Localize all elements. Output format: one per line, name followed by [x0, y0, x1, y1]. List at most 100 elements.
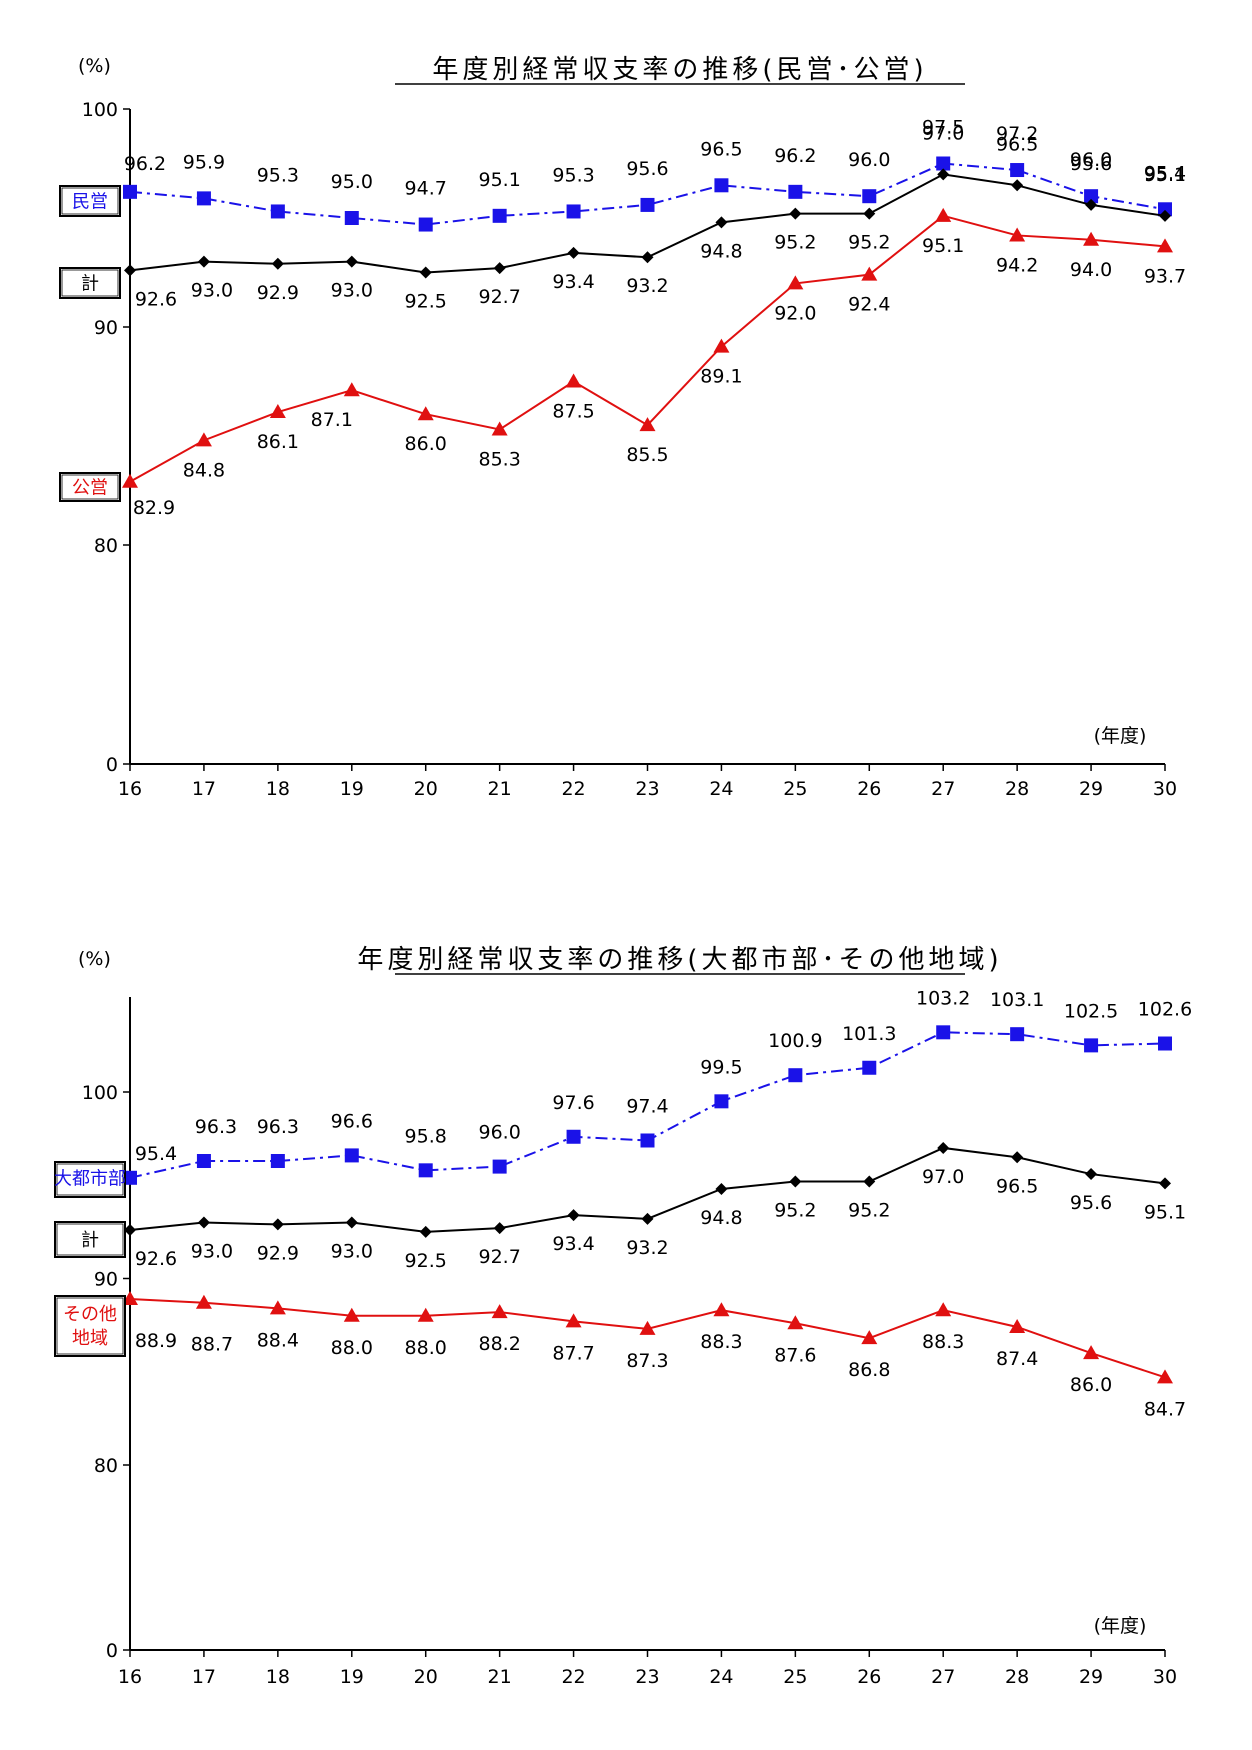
point-marker — [122, 473, 138, 488]
chart-title: 年度別経常収支率の推移(民営･公営) — [432, 55, 927, 85]
x-tick-label: 28 — [1005, 778, 1029, 800]
point-marker — [196, 1154, 211, 1169]
data-label: 100.9 — [768, 1030, 822, 1052]
label-box-frame — [54, 1221, 126, 1258]
point-marker — [567, 246, 580, 259]
point-marker — [491, 1304, 508, 1319]
data-label: 96.0 — [478, 1122, 520, 1144]
chart-title: 年度別経常収支率の推移(大都市部･その他地域) — [357, 945, 1002, 975]
point-marker — [345, 1216, 358, 1229]
series-label-box: 計 — [54, 1221, 126, 1258]
point-marker — [491, 421, 508, 436]
x-tick-label: 19 — [340, 778, 364, 800]
data-label: 95.1 — [1144, 1201, 1186, 1223]
x-tick-label: 21 — [488, 1666, 512, 1688]
data-label: 95.2 — [774, 232, 816, 254]
point-marker — [1011, 1151, 1024, 1164]
series-line — [129, 162, 1166, 226]
data-label: 97.6 — [552, 1092, 594, 1114]
point-marker — [197, 255, 210, 268]
x-tick-label: 20 — [414, 1666, 438, 1688]
data-label: 94.0 — [1070, 259, 1112, 281]
point-marker — [567, 1209, 580, 1222]
data-label: 86.8 — [848, 1359, 890, 1381]
data-label: 85.3 — [478, 448, 520, 470]
data-label: 92.5 — [405, 291, 447, 313]
y-tick-label: 100 — [82, 1082, 118, 1104]
point-marker — [1010, 163, 1025, 178]
x-tick-label: 25 — [783, 1666, 807, 1688]
data-label: 95.2 — [848, 1200, 890, 1222]
point-marker — [715, 216, 728, 229]
data-label: 88.9 — [135, 1330, 177, 1352]
point-marker — [787, 1315, 804, 1330]
y-tick-label: 80 — [94, 1455, 118, 1477]
data-label: 93.4 — [552, 1233, 594, 1255]
point-marker — [566, 1129, 581, 1144]
x-tick-label: 24 — [709, 1666, 733, 1688]
data-label: 95.6 — [1070, 1192, 1112, 1214]
x-tick-label: 20 — [414, 778, 438, 800]
series-name-line: その他 — [63, 1304, 117, 1325]
data-label: 94.8 — [700, 240, 742, 262]
x-tick-label: 23 — [635, 1666, 659, 1688]
data-label: 93.0 — [331, 1241, 373, 1263]
data-label: 103.2 — [916, 987, 970, 1009]
data-label: 87.4 — [996, 1348, 1038, 1370]
point-marker — [566, 204, 581, 219]
point-marker — [640, 1133, 655, 1148]
x-tick-label: 18 — [266, 1666, 290, 1688]
data-label: 96.5 — [996, 133, 1038, 155]
data-label: 95.0 — [331, 171, 373, 193]
point-marker — [862, 189, 877, 204]
data-label: 97.2 — [996, 123, 1038, 145]
point-marker — [197, 1216, 210, 1229]
x-tick-label: 30 — [1153, 1666, 1177, 1688]
data-label: 95.9 — [183, 151, 225, 173]
x-tick-label: 17 — [192, 1666, 216, 1688]
point-marker — [417, 406, 434, 421]
point-marker — [344, 211, 359, 225]
series-0: 95.4 96.3 96.3 96.6 95.8 96.0 97.6 97.4 99.5 100.… — [123, 987, 1192, 1185]
y-tick-label: 80 — [94, 535, 118, 557]
y-unit-label: (%) — [78, 948, 111, 970]
point-marker — [713, 1302, 730, 1317]
point-marker — [1010, 1027, 1025, 1042]
data-label: 95.2 — [774, 1200, 816, 1222]
data-label: 92.9 — [257, 1242, 299, 1264]
data-label: 86.0 — [1070, 1374, 1112, 1396]
data-label: 92.7 — [478, 1246, 520, 1268]
point-marker — [863, 207, 876, 220]
data-label: 95.8 — [405, 1125, 447, 1147]
data-label: 95.6 — [626, 158, 668, 180]
point-marker — [861, 1330, 878, 1345]
point-marker — [936, 1025, 951, 1040]
data-label: 96.5 — [996, 1175, 1038, 1197]
data-label: 96.2 — [124, 153, 166, 175]
point-marker — [1084, 189, 1099, 204]
data-label: 95.6 — [1070, 153, 1112, 175]
data-label: 93.2 — [626, 1237, 668, 1259]
series-name: 計 — [81, 273, 99, 294]
x-tick-label: 27 — [931, 778, 955, 800]
data-label: 95.1 — [922, 235, 964, 257]
point-marker — [492, 1159, 507, 1174]
data-label: 93.2 — [626, 275, 668, 297]
point-marker — [124, 264, 136, 277]
data-label: 95.1 — [478, 169, 520, 191]
point-marker — [1084, 1038, 1099, 1053]
point-marker — [493, 1222, 506, 1235]
series-label-box: 民営 — [59, 185, 121, 217]
label-box-inner — [56, 1163, 124, 1196]
y-tick-label: 90 — [94, 317, 118, 339]
point-marker — [640, 197, 655, 212]
series-name: 民営 — [72, 191, 108, 212]
point-marker — [196, 191, 211, 206]
point-marker — [788, 1068, 803, 1083]
point-marker — [345, 255, 358, 268]
data-label: 93.0 — [331, 280, 373, 302]
point-marker — [936, 156, 951, 171]
point-marker — [417, 1307, 434, 1322]
data-label: 94.2 — [996, 254, 1038, 276]
point-marker — [493, 262, 506, 275]
